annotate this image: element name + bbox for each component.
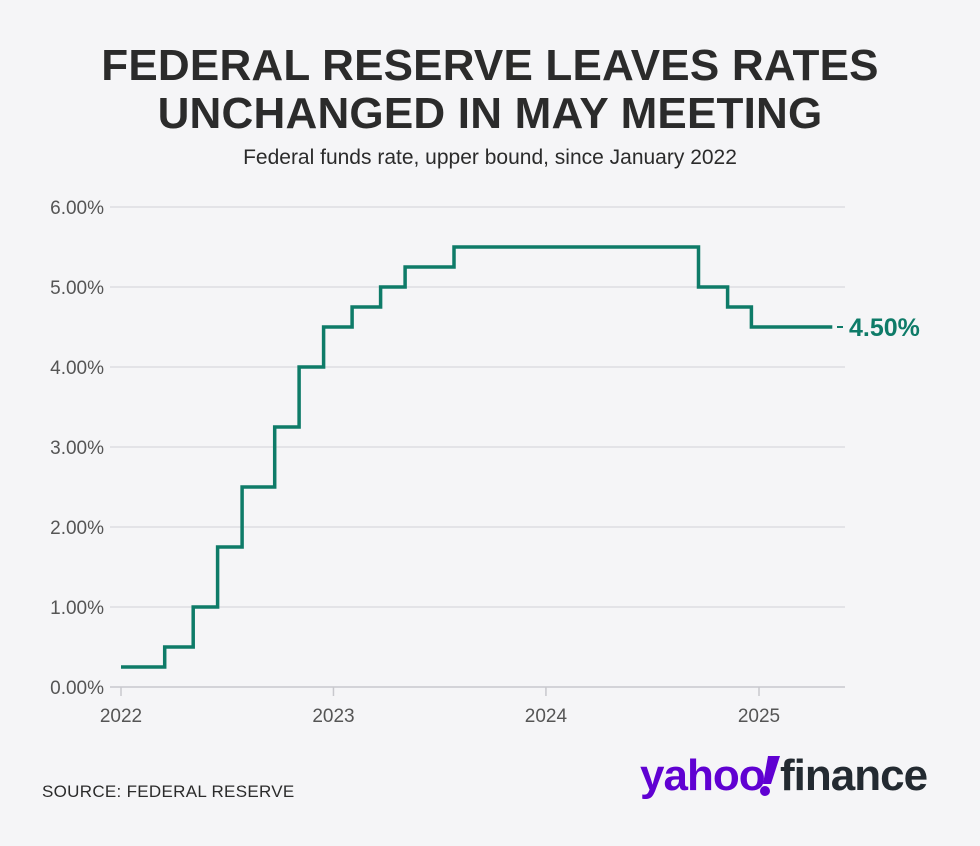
series-layer: 4.50%: [121, 245, 920, 669]
y-tick-label: 6.00%: [50, 198, 104, 219]
y-tick-label: 4.00%: [50, 358, 104, 379]
y-axis-tick-labels: 0.00% 1.00% 2.00% 3.00% 4.00% 5.00% 6.00%: [50, 198, 104, 699]
end-value-label: 4.50%: [849, 314, 920, 342]
chart-title-line-1: FEDERAL RESERVE LEAVES RATES: [101, 41, 879, 90]
svg-text:yahoo: yahoo: [640, 752, 765, 800]
y-tick-label: 1.00%: [50, 598, 104, 619]
x-tick-label: 2023: [312, 706, 354, 727]
x-tick-label: 2025: [738, 706, 780, 727]
x-tick-label: 2024: [525, 706, 568, 727]
fed-funds-rate-chart: 0.00% 1.00% 2.00% 3.00% 4.00% 5.00% 6.00% 2022…: [50, 198, 920, 727]
chart-subtitle: Federal funds rate, upper bound, since J…: [243, 146, 737, 169]
source-note: SOURCE: FEDERAL RESERVE: [42, 782, 295, 801]
y-tick-label: 5.00%: [50, 278, 104, 299]
svg-text:finance: finance: [780, 752, 927, 800]
x-tick-label: 2022: [100, 706, 142, 727]
chart-title: FEDERAL RESERVE LEAVES RATES UNCHANGED I…: [0, 42, 980, 138]
x-axis: 2022 2023 2024 2025: [100, 686, 845, 727]
y-tick-label: 3.00%: [50, 438, 104, 459]
series-line: [121, 245, 833, 669]
y-tick-label: 2.00%: [50, 518, 104, 539]
chart-title-line-2: UNCHANGED IN MAY MEETING: [157, 89, 823, 138]
yahoo-finance-logo: yahoo finance: [640, 752, 928, 800]
y-tick-label: 0.00%: [50, 678, 104, 699]
